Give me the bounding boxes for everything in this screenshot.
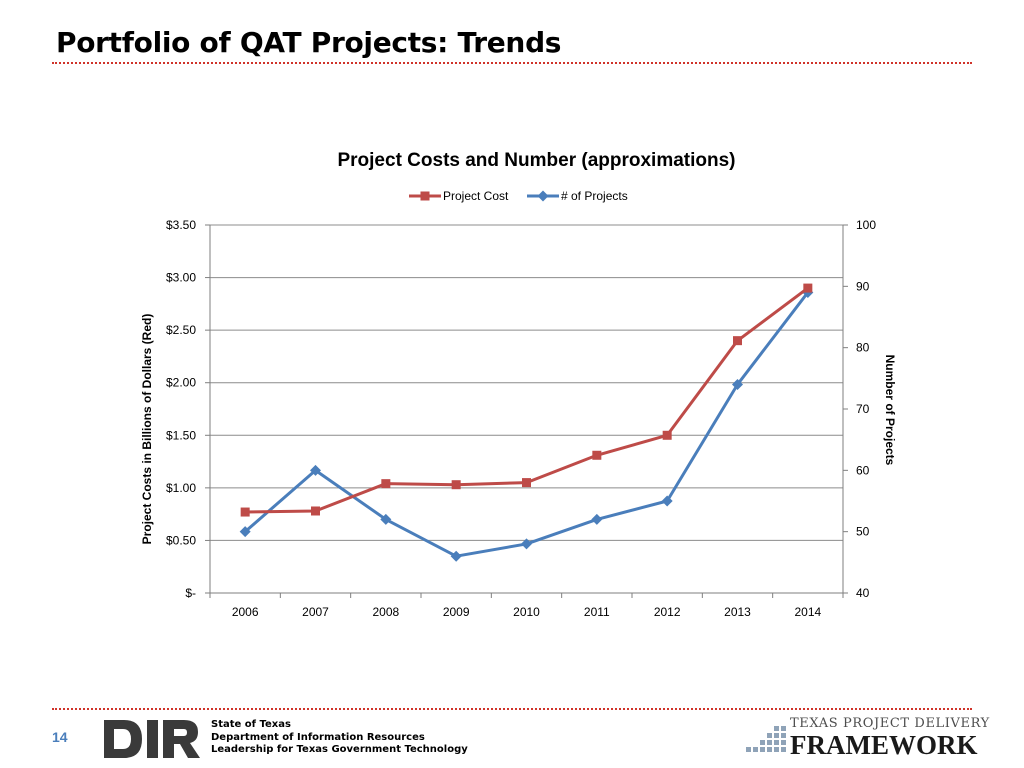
project-cost-point — [733, 336, 742, 346]
legend-marker-num-projects — [537, 190, 549, 202]
dir-logo — [104, 720, 200, 758]
line-chart: Project Costs and Number (approximations… — [140, 150, 897, 619]
right-tick-label: 60 — [856, 463, 870, 477]
footer-line-leadership: Leadership for Texas Government Technolo… — [211, 744, 468, 755]
framework-logo-top-text: TEXAS PROJECT DELIVERY — [790, 716, 990, 731]
chart-title: Project Costs and Number (approximations… — [337, 150, 735, 171]
left-tick-label: $3.50 — [166, 218, 196, 232]
left-tick-label: $2.50 — [166, 323, 196, 337]
right-tick-label: 50 — [856, 525, 870, 539]
left-tick-label: $1.50 — [166, 428, 196, 442]
project-cost-point — [662, 430, 672, 440]
x-tick-label: 2010 — [513, 605, 540, 619]
chart-axes — [205, 224, 848, 598]
legend-label-num-projects: # of Projects — [561, 189, 628, 203]
right-tick-label: 90 — [856, 279, 870, 293]
num-projects-point — [380, 513, 392, 525]
legend-marker-project-cost — [420, 191, 430, 201]
footer-org-text: State of Texas Department of Information… — [211, 719, 468, 757]
project-cost-point — [592, 450, 602, 460]
x-tick-label: 2013 — [724, 605, 751, 619]
x-tick-label: 2008 — [372, 605, 399, 619]
left-tick-label: $- — [185, 586, 196, 600]
legend-label-project-cost: Project Cost — [443, 189, 509, 203]
left-tick-label: $2.00 — [166, 376, 196, 390]
left-tick-label: $1.00 — [166, 481, 196, 495]
project-cost-point — [803, 283, 813, 293]
project-cost-point — [240, 507, 250, 517]
x-tick-label: 2011 — [584, 605, 610, 619]
num-projects-point — [591, 513, 603, 525]
project-cost-point — [451, 480, 461, 490]
project-cost-point — [522, 478, 531, 488]
left-tick-label: $3.00 — [166, 271, 196, 285]
left-tick-label: $0.50 — [166, 533, 196, 547]
footer-line-state: State of Texas — [211, 719, 291, 730]
num-projects-point — [450, 550, 462, 562]
left-axis-title: Project Costs in Billions of Dollars (Re… — [140, 314, 154, 545]
right-tick-label: 80 — [856, 341, 870, 355]
framework-grid-icon — [746, 726, 786, 752]
slide-title: Portfolio of QAT Projects: Trends — [56, 26, 562, 59]
right-tick-label: 40 — [856, 586, 870, 600]
chart-gridlines — [210, 224, 843, 594]
num-projects-point — [521, 538, 532, 550]
right-tick-label: 70 — [856, 402, 870, 416]
x-tick-label: 2007 — [302, 605, 329, 619]
right-tick-label: 100 — [856, 218, 876, 232]
page-number: 14 — [52, 729, 68, 745]
chart-series — [239, 283, 814, 562]
num-projects-point — [310, 464, 321, 476]
num-projects-line — [244, 291, 810, 558]
num-projects-point — [239, 526, 251, 538]
x-tick-label: 2006 — [232, 605, 259, 619]
title-divider — [52, 62, 972, 64]
project-cost-point — [381, 479, 391, 489]
footer-line-department: Department of Information Resources — [211, 731, 425, 743]
right-axis-title: Number of Projects — [883, 355, 897, 466]
framework-logo-main-text: FRAMEWORK — [790, 730, 978, 760]
framework-logo: TEXAS PROJECT DELIVERY FRAMEWORK — [746, 716, 989, 760]
num-projects-point — [732, 378, 743, 390]
x-tick-label: 2012 — [654, 605, 681, 619]
project-cost-point — [311, 506, 320, 516]
x-tick-label: 2014 — [794, 605, 821, 619]
footer-divider — [52, 708, 972, 710]
num-projects-point — [661, 495, 673, 507]
x-tick-label: 2009 — [443, 605, 470, 619]
chart-labels: Project Costs and Number (approximations… — [140, 150, 897, 619]
